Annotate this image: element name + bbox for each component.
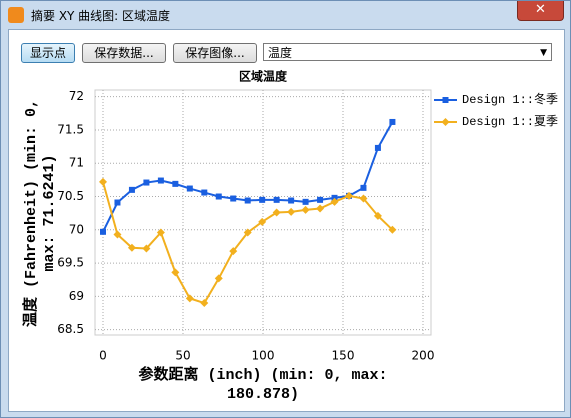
data-point	[360, 184, 367, 191]
data-point	[127, 243, 136, 252]
data-point	[244, 197, 251, 204]
data-point	[142, 244, 151, 253]
window-title: 摘要 XY 曲线图: 区域温度	[31, 9, 171, 23]
x-tick-label: 100	[252, 349, 275, 363]
y-tick-label: 70	[69, 222, 84, 236]
data-point	[288, 197, 295, 204]
dropdown-text: 温度	[268, 46, 293, 60]
data-point	[272, 208, 281, 217]
data-point	[201, 189, 208, 196]
data-point	[171, 268, 180, 277]
save-image-button[interactable]: 保存图像...	[173, 43, 257, 63]
x-axis-label: 180.878)	[227, 386, 299, 403]
data-point	[287, 207, 296, 216]
x-tick-label: 200	[412, 349, 435, 363]
x-tick-label: 150	[332, 349, 355, 363]
data-point	[114, 199, 121, 206]
data-point	[258, 217, 267, 226]
data-point	[301, 205, 310, 214]
data-point	[229, 247, 238, 256]
x-tick-label: 0	[99, 349, 107, 363]
legend-marker	[441, 118, 450, 126]
data-point	[273, 196, 280, 203]
app-icon	[8, 7, 24, 23]
data-point	[186, 185, 193, 192]
data-point	[100, 228, 106, 235]
y-tick-label: 70.5	[57, 189, 84, 203]
x-tick-label: 50	[175, 349, 190, 363]
data-point	[214, 274, 223, 283]
quantity-dropdown[interactable]: 温度 ▼	[263, 43, 552, 61]
data-point	[359, 194, 368, 203]
show-points-button[interactable]: 显示点	[21, 43, 75, 63]
data-point	[128, 186, 135, 193]
chart-title: 区域温度	[239, 69, 288, 84]
title-bar: 摘要 XY 曲线图: 区域温度 ✕	[1, 1, 570, 29]
data-point	[373, 211, 382, 220]
data-point	[345, 191, 353, 200]
close-button[interactable]: ✕	[517, 1, 564, 21]
y-tick-label: 71.5	[57, 122, 84, 136]
y-tick-label: 71	[69, 156, 84, 170]
y-axis-label: max: 71.6241)	[41, 154, 58, 271]
data-point	[99, 177, 107, 186]
data-point	[113, 230, 122, 239]
x-axis-label: 参数距离 (inch) (min: 0, max:	[138, 365, 387, 384]
data-point	[330, 197, 339, 206]
data-point	[302, 198, 309, 205]
data-point	[156, 228, 165, 237]
data-point	[172, 180, 179, 187]
y-tick-label: 69.5	[57, 256, 84, 270]
legend-label: Design 1::冬季	[462, 91, 558, 107]
data-point	[157, 177, 164, 184]
data-point	[243, 228, 252, 237]
data-point	[185, 294, 194, 303]
data-point	[200, 299, 209, 308]
y-tick-label: 69	[69, 289, 84, 303]
y-axis-label: 温度 (Fahrenheit) (min: 0,	[21, 99, 40, 327]
data-point	[388, 225, 397, 234]
data-point	[259, 196, 266, 203]
data-point	[316, 204, 325, 213]
data-point	[143, 179, 150, 186]
legend-label: Design 1::夏季	[462, 114, 558, 129]
data-point	[230, 195, 237, 202]
data-point	[374, 144, 381, 151]
dropdown-arrow: ▼	[540, 48, 547, 58]
y-tick-label: 72	[69, 89, 84, 103]
y-tick-label: 68.5	[57, 322, 84, 336]
save-data-button[interactable]: 保存数据...	[82, 43, 166, 63]
legend-marker	[442, 97, 449, 103]
data-point	[215, 193, 222, 200]
data-point	[317, 196, 324, 203]
data-point	[389, 118, 396, 125]
